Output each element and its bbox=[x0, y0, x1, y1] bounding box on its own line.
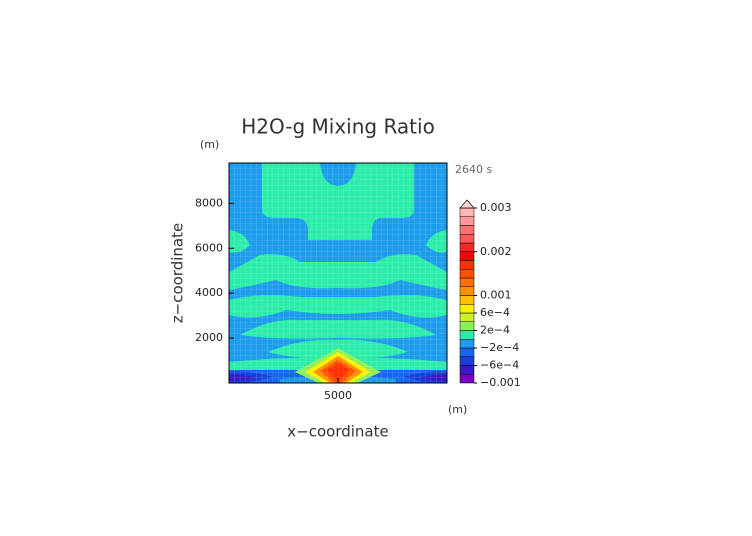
colorbar-band bbox=[459, 321, 475, 331]
time-label: 2640 s bbox=[455, 163, 492, 176]
colorbar-band bbox=[459, 295, 475, 305]
colorbar-band bbox=[459, 347, 475, 357]
colorbar-band bbox=[459, 269, 475, 279]
x-axis-title: x−coordinate bbox=[287, 423, 388, 441]
colorbar-tick-label: −2e−4 bbox=[480, 341, 519, 354]
colorbar-band bbox=[459, 365, 475, 375]
colorbar-tick-label: 0.002 bbox=[480, 245, 512, 258]
colorbar-band bbox=[459, 304, 475, 314]
y-axis-title: z−coordinate bbox=[169, 223, 187, 323]
colorbar-tick-label: 0.001 bbox=[480, 289, 512, 302]
colorbar-tick-label: −6e−4 bbox=[480, 359, 519, 372]
colorbar-band bbox=[459, 356, 475, 366]
y-tick-label: 2000 bbox=[195, 331, 223, 344]
colorbar-band bbox=[459, 330, 475, 340]
y-tick-label: 4000 bbox=[195, 286, 223, 299]
colorbar-band bbox=[459, 234, 475, 244]
chart-title: H2O-g Mixing Ratio bbox=[241, 115, 435, 139]
colorbar-band bbox=[459, 207, 475, 217]
y-tick-label: 6000 bbox=[195, 241, 223, 254]
contour-field bbox=[229, 163, 447, 383]
y-tick-label: 8000 bbox=[195, 196, 223, 209]
mesh-overlay bbox=[229, 163, 447, 383]
y-unit: (m) bbox=[200, 138, 219, 151]
colorbar-tick-label: 6e−4 bbox=[480, 306, 510, 319]
colorbar-band bbox=[459, 216, 475, 226]
colorbar-band bbox=[459, 242, 475, 252]
colorbar-band bbox=[459, 225, 475, 235]
colorbar-band bbox=[459, 339, 475, 349]
colorbar-extension bbox=[459, 199, 475, 209]
x-tick-label: 5000 bbox=[324, 389, 352, 402]
colorbar-band bbox=[459, 312, 475, 322]
colorbar-tick-label: −0.001 bbox=[480, 376, 521, 389]
colorbar-tick-label: 0.003 bbox=[480, 201, 512, 214]
colorbar-band bbox=[459, 374, 475, 384]
colorbar-tick-label: 2e−4 bbox=[480, 324, 510, 337]
colorbar-band bbox=[459, 277, 475, 287]
x-unit: (m) bbox=[448, 403, 467, 416]
colorbar-band bbox=[459, 286, 475, 296]
colorbar-band bbox=[459, 251, 475, 261]
colorbar-band bbox=[459, 260, 475, 270]
